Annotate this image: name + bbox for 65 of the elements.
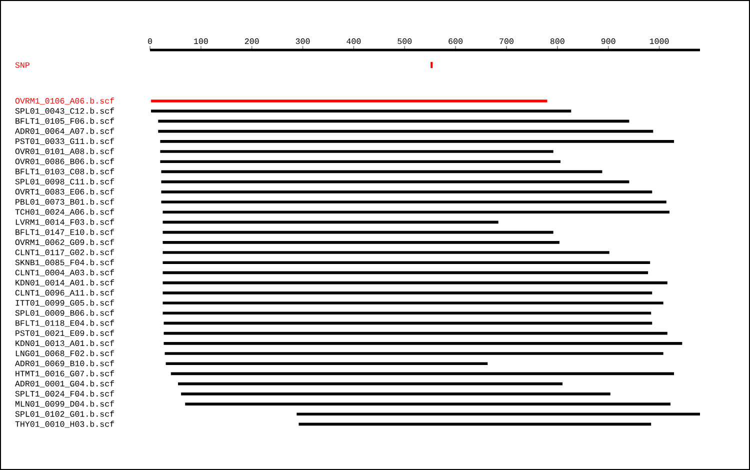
bar: [166, 362, 488, 366]
y-tick-label: PST01_0033_G11.b.scf: [16, 138, 114, 145]
y-tick-label: SPL01_0043_C12.b.scf: [15, 108, 114, 115]
x-tick-label: 800: [550, 38, 564, 44]
y-tick-label: CLNT1_0004_A03.b.scf: [15, 269, 114, 276]
y-tick-label: OVRT1_0083_E06.b.scf: [15, 188, 114, 196]
x-tick-label: 900: [601, 38, 616, 44]
y-tick-label: OVR01_0101_A08.b.scf: [15, 148, 114, 155]
y-tick-label: SNP: [15, 62, 30, 68]
y-tick-label: TCH01_0024_A06.b.scf: [15, 208, 114, 216]
bar: [185, 402, 670, 406]
y-tick-label: LVRM1_0014_F03.b.scf: [16, 218, 114, 226]
x-tick-label: 400: [346, 38, 361, 44]
x-tick-label: 500: [398, 38, 412, 44]
y-tick-label: THY01_0010_H03.b.scf: [15, 420, 114, 428]
y-tick-label: MLN01_0099_D04.b.scf: [15, 400, 114, 408]
y-tick-label: PST01_0021_E09.b.scf: [16, 330, 114, 337]
bar: [162, 261, 650, 264]
x-tick-label: 700: [500, 38, 514, 44]
y-tick-label: CLNT1_0117_G02.b.scf: [15, 249, 114, 256]
bar: [160, 160, 560, 164]
y-tick-label: OVR01_0086_B06.b.scf: [15, 158, 114, 166]
y-tick-label: SPLT1_0024_F04.b.scf: [15, 390, 114, 398]
bar: [162, 240, 560, 244]
y-tick-label: BFLT1_0105_F06.b.scf: [16, 118, 114, 125]
x-tick-label: 0: [148, 38, 152, 44]
y-tick-label: SKNB1_0085_F04.b.scf: [15, 259, 114, 266]
x-tick-label: 300: [296, 38, 310, 44]
y-tick-label: BFLT1_0147_E10.b.scf: [16, 228, 114, 236]
y-tick-label: ADR01_0064_A07.b.scf: [14, 128, 114, 135]
bar: [160, 140, 674, 143]
bar: [162, 292, 652, 294]
y-tick-label: KDN01_0013_A01.b.scf: [16, 340, 114, 347]
y-tick-label: SPL01_0098_C11.b.scf: [15, 178, 114, 186]
y-tick-label: ADR01_0069_B10.b.scf: [14, 360, 114, 368]
bar: [161, 190, 652, 194]
y-tick-label: ITT01_0099_G05.b.scf: [16, 300, 114, 306]
y-tick-label: PBL01_0073_B01.b.scf: [16, 198, 114, 206]
bar: [296, 412, 700, 416]
x-tick-label: 100: [194, 38, 208, 44]
y-tick-label: KDN01_0014_A01.b.scf: [16, 279, 114, 286]
y-tick-label: LNG01_0068_F02.b.scf: [16, 350, 114, 357]
bar: [162, 312, 652, 315]
y-tick-label: BFLT1_0118_E04.b.scf: [16, 320, 114, 327]
y-tick-label: BFLT1_0103_C08.b.scf: [16, 168, 114, 176]
y-tick-label: OVRM1_0106_A06.b.scf: [15, 98, 114, 104]
y-tick-label: OVRM1_0062_G09.b.scf: [15, 238, 114, 246]
y-tick-label: SPL01_0102_G01.b.scf: [15, 410, 114, 418]
y-tick-label: HTMT1_0016_G07.b.scf: [16, 370, 114, 378]
y-tick-label: ADR01_0001_G04.b.scf: [14, 380, 114, 388]
bar: [151, 100, 548, 102]
bar: [162, 210, 670, 214]
y-tick-label: CLNT1_0096_A11.b.scf: [15, 289, 114, 296]
bar: [161, 200, 666, 204]
bar: [181, 392, 610, 396]
bar: [160, 150, 554, 153]
bar: [164, 342, 682, 345]
x-tick-label: 1000: [650, 38, 669, 44]
y-tick-label: SPL01_0009_B06.b.scf: [15, 310, 114, 317]
x-tick-label: 600: [448, 38, 463, 44]
bar: [162, 302, 664, 304]
bar: [151, 110, 572, 113]
bar: [164, 352, 664, 355]
bar: [162, 251, 610, 254]
x-tick-label: 200: [244, 38, 259, 44]
